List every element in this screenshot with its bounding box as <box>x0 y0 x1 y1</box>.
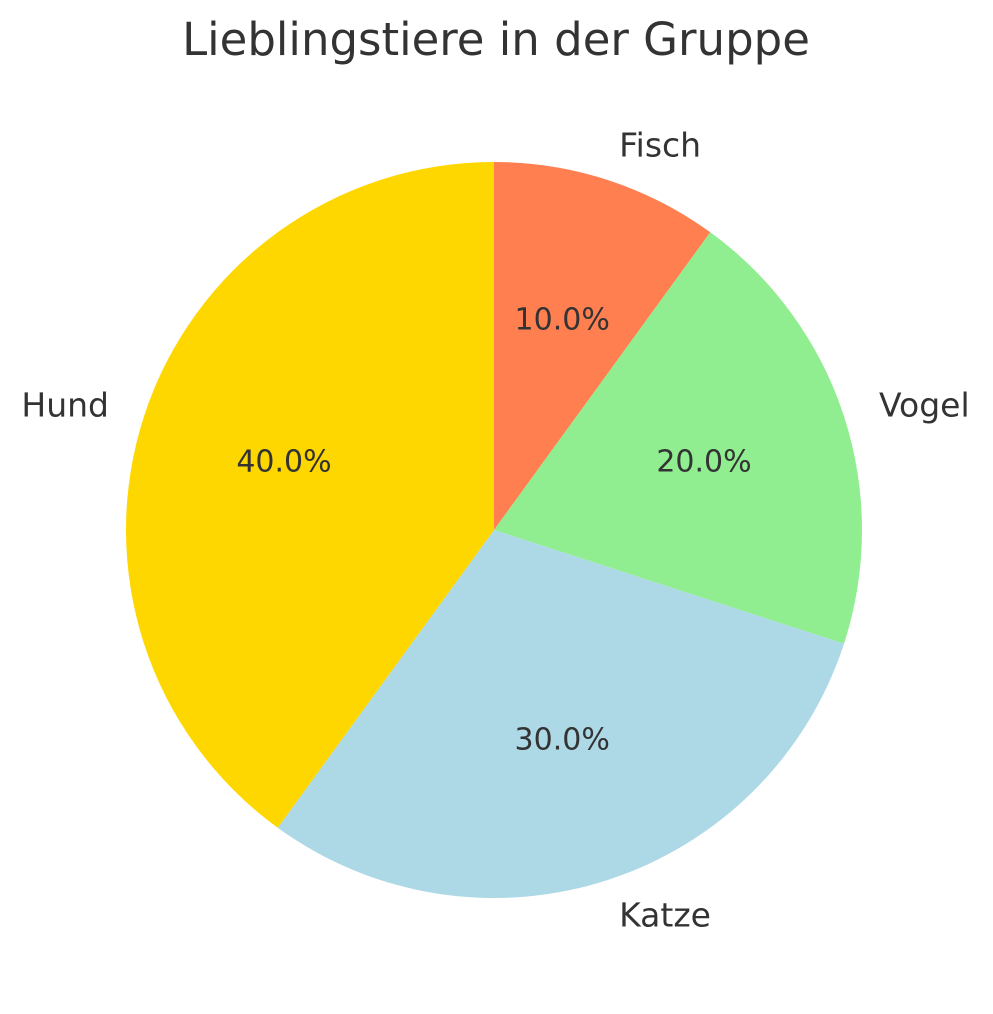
slice-label-fisch: Fisch <box>619 126 701 165</box>
pie-slice-hund <box>126 162 494 828</box>
slice-pct-hund: 40.0% <box>236 444 331 479</box>
slice-label-vogel: Vogel <box>879 385 970 424</box>
slice-pct-fisch: 10.0% <box>515 303 610 338</box>
pie-slice-fisch <box>494 162 711 530</box>
slice-pct-katze: 30.0% <box>515 723 610 758</box>
pie-slices <box>126 162 863 898</box>
pie-slice-vogel <box>494 232 863 644</box>
pie-labels: Fisch 10.0% Vogel 20.0% Katze 30.0% Hund 40.0% <box>21 126 969 935</box>
slice-label-hund: Hund <box>21 385 109 424</box>
pie-slice-katze <box>277 530 844 898</box>
slice-label-katze: Katze <box>619 896 711 935</box>
chart-title: Lieblingstiere in der Gruppe <box>182 13 810 66</box>
slice-pct-vogel: 20.0% <box>656 444 751 479</box>
